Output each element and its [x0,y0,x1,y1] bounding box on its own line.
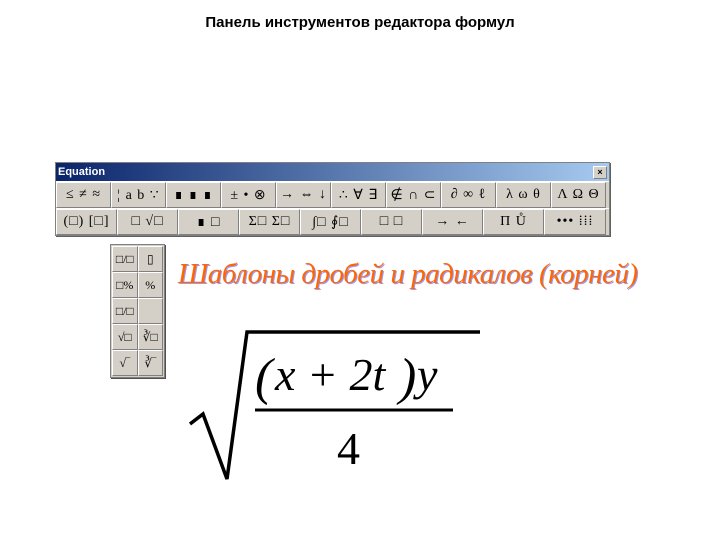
tool-group-row2-1[interactable]: □ √□ [117,209,178,235]
svg-text:y: y [413,349,438,400]
tool-group-row2-2[interactable]: ∎ □ [178,209,239,235]
palette-btn-6[interactable]: √□ [112,324,138,350]
toolbar-row-2: (□) [□]□ √□∎ □Σ□ Σ□∫□ ∮□□ □→ ←Π Ů••• ⁞⁞⁞ [56,208,609,235]
svg-text:): ) [396,349,416,406]
tool-group-row2-6[interactable]: → ← [422,209,483,235]
toolbar-rows: ≤ ≠ ≈¦ a b ∵∎ ∎ ∎± • ⊗→ ⇔ ↓∴ ∀ ∃∉ ∩ ⊂∂ ∞… [56,181,609,235]
palette-btn-3[interactable]: % [138,272,164,298]
palette-btn-0[interactable]: □/□ [112,246,138,272]
equation-toolbar-window: Equation × ≤ ≠ ≈¦ a b ∵∎ ∎ ∎± • ⊗→ ⇔ ↓∴ … [55,162,610,236]
tool-group-row1-7[interactable]: ∂ ∞ ℓ [441,182,496,208]
tool-group-row1-9[interactable]: Λ Ω Θ [551,182,606,208]
svg-text:4: 4 [337,423,360,474]
svg-text:(: ( [255,349,275,406]
window-title: Equation [58,166,105,178]
tool-group-row1-5[interactable]: ∴ ∀ ∃ [331,182,386,208]
palette-btn-2[interactable]: □% [112,272,138,298]
palette-btn-1[interactable]: ▯ [138,246,164,272]
toolbar-row-1: ≤ ≠ ≈¦ a b ∵∎ ∎ ∎± • ⊗→ ⇔ ↓∴ ∀ ∃∉ ∩ ⊂∂ ∞… [56,181,609,208]
tool-group-row2-8[interactable]: ••• ⁞⁞⁞ [544,209,606,235]
page-title: Панель инструментов редактора формул [0,14,720,31]
close-icon[interactable]: × [593,166,607,179]
tool-group-row2-4[interactable]: ∫□ ∮□ [300,209,361,235]
example-equation: ( x + 2t ) y 4 [185,314,485,494]
titlebar[interactable]: Equation × [56,163,609,181]
tool-group-row2-0[interactable]: (□) [□] [56,209,117,235]
fraction-radical-palette: □/□▯□%%□/□√□∛□√‾∛‾ [110,244,165,378]
palette-btn-4[interactable]: □/□ [112,298,138,324]
tool-group-row1-8[interactable]: λ ω θ [496,182,551,208]
tool-group-row1-4[interactable]: → ⇔ ↓ [276,182,331,208]
palette-btn-9[interactable]: ∛‾ [138,350,164,376]
tool-group-row2-7[interactable]: Π Ů [483,209,544,235]
palette-btn-8[interactable]: √‾ [112,350,138,376]
template-category-title: Шаблоны дробей и радикалов (корней) [178,258,638,291]
tool-group-row1-1[interactable]: ¦ a b ∵ [111,182,166,208]
tool-group-row2-5[interactable]: □ □ [361,209,422,235]
tool-group-row1-3[interactable]: ± • ⊗ [221,182,276,208]
tool-group-row1-6[interactable]: ∉ ∩ ⊂ [386,182,441,208]
palette-btn-5[interactable] [138,298,164,324]
palette-btn-7[interactable]: ∛□ [138,324,164,350]
tool-group-row1-0[interactable]: ≤ ≠ ≈ [56,182,111,208]
tool-group-row1-2[interactable]: ∎ ∎ ∎ [166,182,221,208]
tool-group-row2-3[interactable]: Σ□ Σ□ [239,209,300,235]
svg-text:x + 2t: x + 2t [274,349,386,400]
